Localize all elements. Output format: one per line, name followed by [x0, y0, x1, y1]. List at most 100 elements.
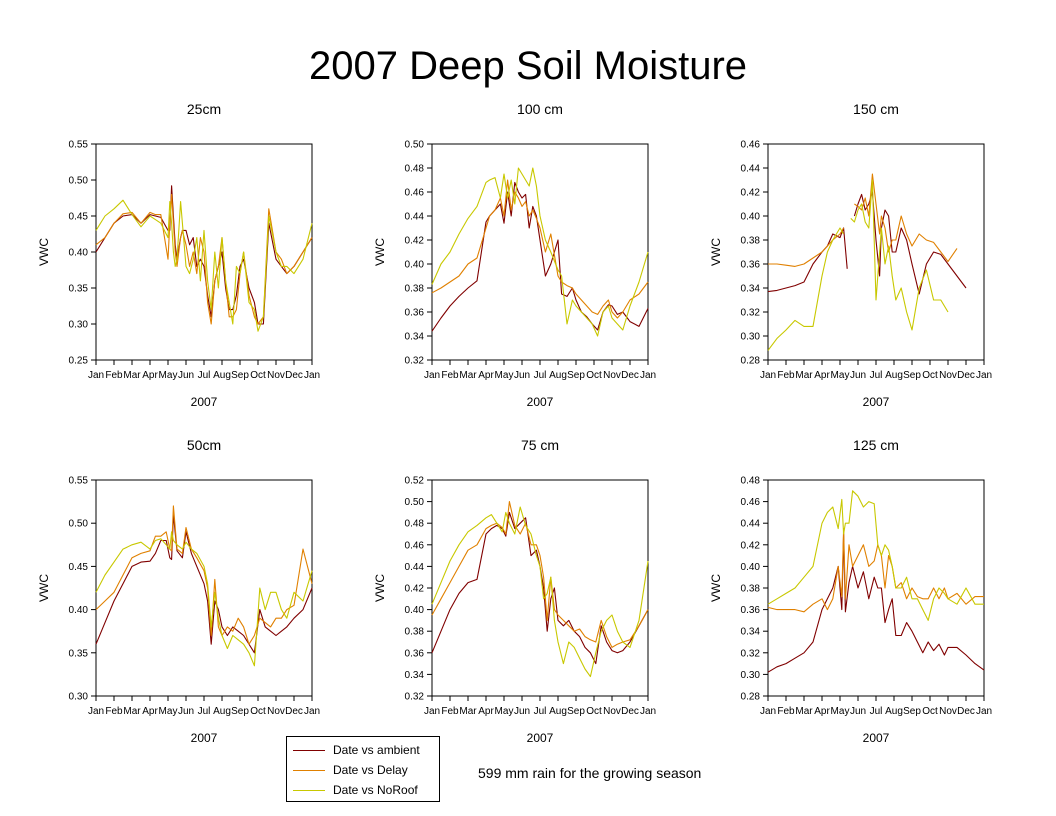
chart-panel: 150 cm 0.28 0.30 0.32 0.34 0.36 0.38 0.40 0.42 0.… — [709, 101, 992, 409]
y-tick-label: 0.44 — [741, 519, 761, 530]
x-tick-label: Mar — [459, 370, 477, 381]
x-tick-label: Jan — [424, 706, 440, 717]
series-line — [767, 191, 967, 295]
plot-frame — [431, 143, 649, 361]
series-line — [767, 528, 984, 613]
x-tick-label: Jun — [514, 370, 530, 381]
x-tick-label: Mar — [459, 706, 477, 717]
x-tick-label: Nov — [267, 706, 285, 717]
plot-frame — [767, 479, 985, 697]
x-tick-label: Feb — [105, 370, 123, 381]
x-axis-label: 2007 — [191, 395, 218, 409]
y-axis-label: VWC — [373, 238, 387, 266]
x-tick-label: Jul — [870, 370, 883, 381]
x-tick-label: Jun — [850, 370, 866, 381]
x-tick-label: Jul — [198, 370, 211, 381]
x-tick-label: Jun — [514, 706, 530, 717]
series-line — [767, 179, 949, 351]
y-tick-label: 0.32 — [741, 308, 761, 319]
x-tick-label: Sep — [567, 706, 585, 717]
x-tick-label: Jan — [304, 706, 320, 717]
y-tick-label: 0.28 — [741, 356, 761, 367]
y-tick-label: 0.42 — [405, 584, 425, 595]
y-tick-label: 0.36 — [741, 260, 761, 271]
x-tick-label: Jan — [760, 706, 776, 717]
series-line — [95, 185, 313, 325]
y-tick-label: 0.34 — [741, 284, 761, 295]
y-tick-label: 0.30 — [69, 320, 89, 331]
series-line — [768, 173, 958, 267]
series-line — [431, 167, 649, 337]
x-tick-label: Jan — [976, 706, 992, 717]
x-tick-label: Jul — [534, 370, 547, 381]
y-axis-label: VWC — [37, 574, 51, 602]
panel-title: 25cm — [187, 101, 221, 117]
y-tick-label: 0.48 — [405, 164, 425, 175]
y-tick-label: 0.35 — [69, 648, 89, 659]
panel-title: 150 cm — [853, 101, 899, 117]
x-tick-label: Aug — [549, 706, 567, 717]
x-tick-label: Aug — [549, 370, 567, 381]
series-line — [95, 199, 313, 332]
y-tick-label: 0.36 — [741, 605, 761, 616]
y-axis-label: VWC — [709, 238, 723, 266]
x-tick-label: Sep — [231, 370, 249, 381]
legend-label-noroof: Date vs NoRoof — [333, 783, 418, 797]
y-tick-label: 0.32 — [405, 692, 425, 703]
y-tick-label: 0.44 — [405, 212, 425, 223]
y-tick-label: 0.44 — [405, 562, 425, 573]
x-tick-label: Feb — [441, 706, 459, 717]
x-tick-label: Aug — [213, 706, 231, 717]
series-line — [431, 181, 649, 332]
x-tick-label: Jul — [870, 706, 883, 717]
x-tick-label: Mar — [795, 706, 813, 717]
legend-swatch-ambient — [293, 750, 325, 751]
y-tick-label: 0.50 — [405, 140, 425, 151]
x-tick-label: Jun — [178, 370, 194, 381]
y-tick-label: 0.55 — [69, 140, 89, 151]
x-tick-label: Apr — [814, 706, 830, 717]
x-tick-label: Oct — [250, 370, 266, 381]
x-tick-label: Apr — [814, 370, 830, 381]
x-tick-label: Jul — [198, 706, 211, 717]
panel-title: 125 cm — [853, 437, 899, 453]
x-tick-label: Sep — [231, 706, 249, 717]
x-tick-label: May — [495, 706, 514, 717]
panel-title: 75 cm — [521, 437, 559, 453]
legend: Date vs ambient Date vs Delay Date vs No… — [286, 736, 440, 802]
y-tick-label: 0.42 — [741, 540, 761, 551]
x-tick-label: Jan — [640, 706, 656, 717]
x-tick-label: Aug — [213, 370, 231, 381]
y-tick-label: 0.38 — [405, 627, 425, 638]
x-tick-label: Sep — [903, 370, 921, 381]
series-line — [431, 501, 649, 648]
x-tick-label: Dec — [957, 706, 975, 717]
legend-swatch-noroof — [293, 790, 325, 791]
x-tick-label: Jan — [760, 370, 776, 381]
y-tick-label: 0.42 — [405, 236, 425, 247]
x-tick-label: Jan — [88, 370, 104, 381]
x-tick-label: Jun — [178, 706, 194, 717]
x-tick-label: Jul — [534, 706, 547, 717]
x-tick-label: Feb — [105, 706, 123, 717]
x-tick-label: Dec — [285, 370, 303, 381]
y-tick-label: 0.50 — [69, 176, 89, 187]
y-tick-label: 0.50 — [69, 519, 89, 530]
y-tick-label: 0.25 — [69, 356, 89, 367]
x-tick-label: Nov — [267, 370, 285, 381]
legend-label-ambient: Date vs ambient — [333, 743, 420, 757]
x-tick-label: Aug — [885, 706, 903, 717]
chart-panel: 125 cm 0.28 0.30 0.32 0.34 0.36 0.38 0.40 0.42 0.… — [709, 437, 992, 745]
series-line — [95, 193, 313, 325]
x-tick-label: Oct — [586, 370, 602, 381]
series-line — [95, 505, 313, 645]
series-line — [431, 511, 649, 665]
x-tick-label: May — [831, 706, 850, 717]
x-tick-label: Mar — [795, 370, 813, 381]
plot-frame — [767, 143, 985, 361]
y-tick-label: 0.32 — [741, 648, 761, 659]
x-tick-label: Feb — [777, 706, 795, 717]
x-tick-label: Apr — [478, 370, 494, 381]
x-tick-label: May — [495, 370, 514, 381]
y-tick-label: 0.30 — [69, 692, 89, 703]
